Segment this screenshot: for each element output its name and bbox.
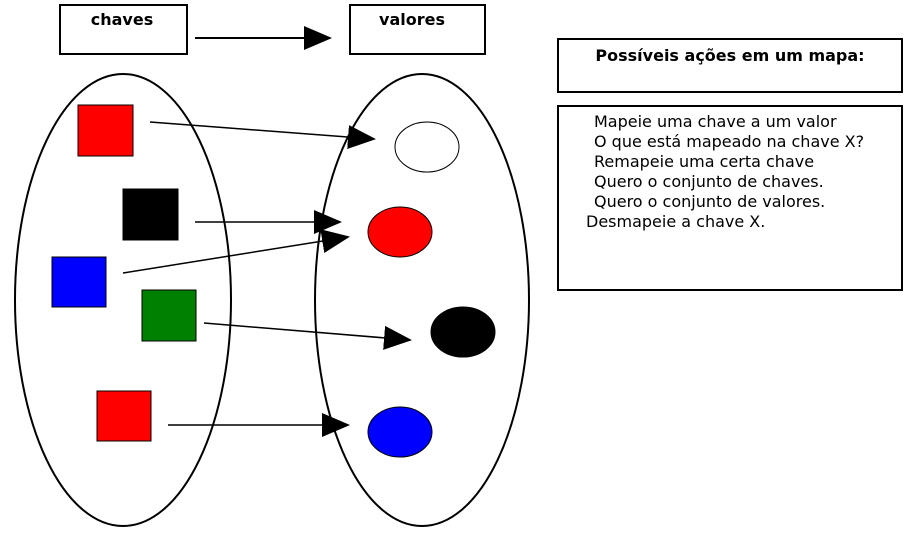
key-red-1 xyxy=(77,104,134,157)
mapping-arrow-blue-to-red xyxy=(122,229,350,274)
keys-header-box xyxy=(59,4,188,55)
mapping-arrow-green-to-black xyxy=(203,322,412,350)
action-item: Mapeie uma chave a um valor xyxy=(594,112,837,131)
action-item: Remapeie uma certa chave xyxy=(594,152,815,171)
values-header-box xyxy=(349,4,486,55)
actions-title: Possíveis ações em um mapa: xyxy=(595,46,865,65)
mapping-arrow-red-to-white xyxy=(149,121,376,149)
values-set-ellipse xyxy=(314,73,530,527)
key-black xyxy=(122,188,179,241)
value-black xyxy=(430,306,496,358)
action-item: O que está mapeado na chave X? xyxy=(594,132,865,151)
actions-list-box: Mapeie uma chave a um valor O que está m… xyxy=(557,105,903,291)
key-red-2 xyxy=(96,390,152,442)
action-item: Quero o conjunto de valores. xyxy=(594,192,826,211)
key-green xyxy=(141,289,197,342)
action-item: Quero o conjunto de chaves. xyxy=(594,172,824,191)
keys-set-ellipse xyxy=(14,73,232,527)
actions-title-box: Possíveis ações em um mapa: xyxy=(557,38,903,93)
value-red xyxy=(367,206,433,258)
values-header-label: valores xyxy=(379,10,445,29)
value-blue xyxy=(367,406,433,458)
action-item: Desmapeie a chave X. xyxy=(586,212,766,231)
keys-header-label: chaves xyxy=(91,10,153,29)
value-white xyxy=(394,121,460,173)
key-blue xyxy=(51,256,107,308)
